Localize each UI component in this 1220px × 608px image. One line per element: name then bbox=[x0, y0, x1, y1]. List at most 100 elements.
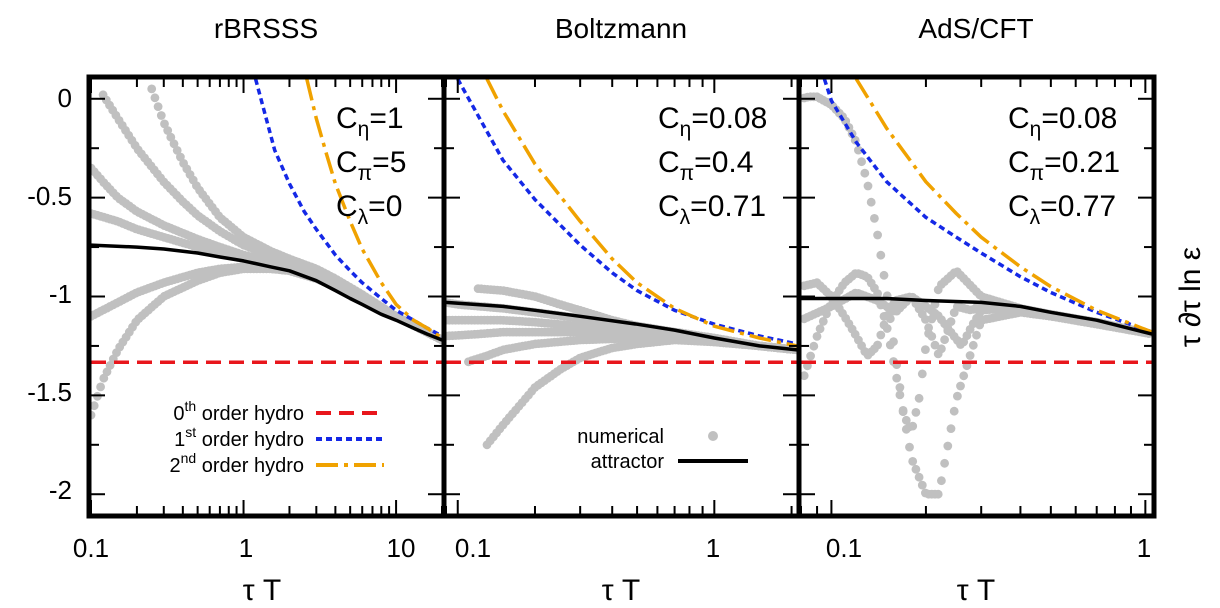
numerical-point bbox=[892, 373, 902, 383]
y-tick-label: -1.5 bbox=[27, 377, 72, 407]
numerical-point bbox=[812, 332, 822, 341]
plot-area-boltzmann bbox=[445, 78, 798, 450]
x-tick-label: 0.1 bbox=[826, 533, 862, 563]
x-tick-label: 0.1 bbox=[73, 533, 109, 563]
numerical-point bbox=[943, 441, 953, 451]
y-tick-label: -1 bbox=[49, 279, 72, 309]
numerical-point bbox=[873, 340, 882, 350]
numerical-point bbox=[946, 317, 956, 326]
numerical-point bbox=[815, 324, 825, 334]
numerical-point bbox=[956, 381, 965, 391]
numerical-point bbox=[959, 371, 969, 381]
params-rbrsss: Cη=1 Cπ=5 Cλ=0 bbox=[336, 102, 406, 229]
numerical-point bbox=[809, 341, 819, 351]
panel-title-rbrsss: rBRSSS bbox=[214, 13, 318, 44]
numerical-point bbox=[806, 351, 815, 361]
param-c-lambda: Cλ=0 bbox=[336, 190, 402, 229]
numerical-point bbox=[946, 424, 956, 433]
numerical-point bbox=[921, 345, 930, 354]
param-c-pi: Cπ=0.21 bbox=[1008, 146, 1120, 185]
numerical-point bbox=[911, 464, 921, 474]
panel-title-adscft: AdS/CFT bbox=[918, 13, 1033, 44]
numerical-point bbox=[90, 401, 99, 411]
param-c-pi: Cπ=0.4 bbox=[658, 146, 753, 185]
numerical-point bbox=[873, 230, 882, 240]
legend-label-numerical: numerical bbox=[577, 426, 664, 448]
numerical-point bbox=[160, 119, 169, 129]
y-tick-label: -2 bbox=[49, 475, 72, 505]
numerical-point bbox=[169, 139, 179, 149]
numerical-point bbox=[940, 335, 949, 345]
numerical-point bbox=[147, 84, 157, 94]
numerical-point bbox=[901, 415, 911, 425]
numerical-point bbox=[908, 457, 918, 466]
axis-ticks bbox=[90, 79, 1152, 514]
x-tick-label: 10 bbox=[387, 533, 416, 563]
numerical-point bbox=[949, 406, 959, 416]
numerical-point bbox=[818, 317, 828, 326]
numerical-point bbox=[917, 369, 927, 379]
param-c-eta: Cη=0.08 bbox=[658, 102, 767, 141]
numerical-point bbox=[800, 371, 809, 381]
second-order-curve bbox=[485, 78, 798, 348]
x-tick-label: 1 bbox=[239, 533, 253, 563]
numerical-point bbox=[895, 390, 905, 400]
y-tick-label: -0.5 bbox=[27, 181, 72, 211]
numerical-point bbox=[972, 330, 981, 340]
plot-area-rbrsss bbox=[90, 78, 443, 420]
numerical-point bbox=[953, 391, 962, 401]
y-axis-label: τ ∂τ ln ε bbox=[1174, 247, 1207, 347]
numerical-point bbox=[898, 407, 908, 417]
legend-label-second: 2nd order hydro bbox=[169, 450, 304, 477]
y-tick-label: 0 bbox=[58, 83, 72, 113]
numerical-point bbox=[895, 383, 905, 392]
numerical-point bbox=[857, 157, 866, 167]
numerical-point bbox=[914, 472, 924, 482]
legend-hydro: 0th order hydro 1st order hydro 2nd orde… bbox=[169, 398, 384, 477]
numerical-point bbox=[937, 344, 946, 354]
numerical-point bbox=[940, 458, 949, 468]
numerical-point bbox=[870, 214, 879, 223]
attractor-curve bbox=[445, 300, 798, 352]
numerical-point bbox=[943, 326, 953, 336]
x-tick-label: 0.1 bbox=[455, 533, 491, 563]
plot-area-adscft bbox=[800, 78, 1153, 499]
numerical-point bbox=[927, 332, 937, 341]
legend-label-attractor: attractor bbox=[591, 451, 665, 473]
numerical-point bbox=[863, 181, 873, 191]
numerical-point bbox=[921, 315, 930, 324]
legend-label-first: 1st order hydro bbox=[174, 424, 304, 451]
attractor-curve bbox=[801, 296, 1153, 336]
numerical-curve-5 bbox=[90, 262, 443, 345]
numerical-point bbox=[924, 323, 933, 333]
params-boltzmann: Cη=0.08 Cπ=0.4 Cλ=0.71 bbox=[658, 102, 767, 229]
x-axis-label: τ T bbox=[243, 574, 282, 607]
second-order-curve bbox=[305, 78, 443, 340]
legend-numerics: numerical attractor bbox=[577, 426, 748, 473]
param-c-eta: Cη=1 bbox=[336, 102, 404, 141]
panel-frame-adscft bbox=[796, 74, 1157, 519]
numerical-point bbox=[914, 393, 924, 403]
numerical-point bbox=[885, 340, 895, 350]
numerical-point bbox=[866, 197, 876, 207]
numerical-point bbox=[163, 126, 173, 135]
numerical-point bbox=[879, 270, 889, 280]
numerical-point bbox=[854, 145, 863, 155]
x-tick-label: 1 bbox=[1137, 533, 1151, 563]
second-order-curve bbox=[854, 78, 1153, 334]
numerical-point bbox=[917, 480, 927, 490]
numerical-point bbox=[933, 489, 943, 499]
panel-title-boltzmann: Boltzmann bbox=[555, 13, 687, 44]
numerical-point bbox=[879, 320, 889, 330]
attractor-curve bbox=[90, 243, 443, 342]
param-c-lambda: Cλ=0.71 bbox=[658, 190, 766, 229]
numerical-point bbox=[876, 330, 886, 340]
numerical-point bbox=[96, 382, 105, 392]
first-order-curve bbox=[456, 78, 798, 346]
numerical-point bbox=[968, 340, 978, 350]
x-axis-label: τ T bbox=[602, 574, 641, 607]
first-order-curve bbox=[822, 78, 1153, 334]
numerical-point bbox=[156, 111, 166, 120]
x-axis-label: τ T bbox=[957, 574, 996, 607]
